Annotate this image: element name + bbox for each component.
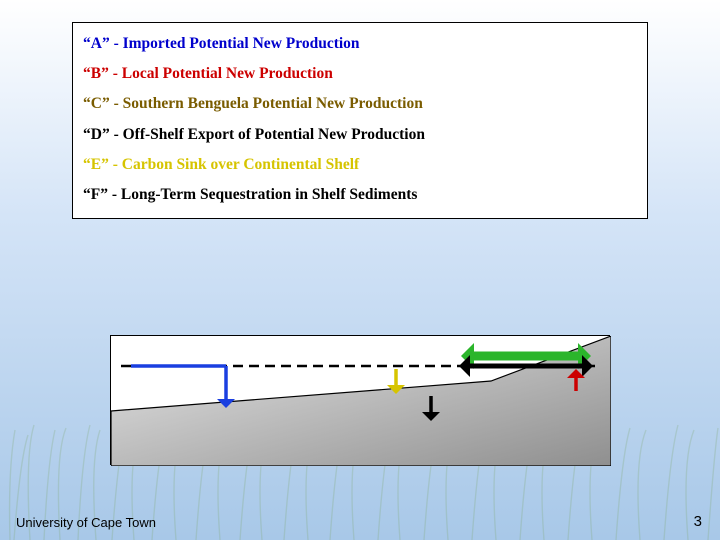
legend-item-d: “D” - Off-Shelf Export of Potential New … [83, 120, 637, 150]
shelf-diagram-svg [111, 336, 611, 466]
legend-item-b: “B” - Local Potential New Production [83, 59, 637, 89]
footer-affiliation: University of Cape Town [16, 515, 156, 530]
shelf-diagram [110, 335, 610, 465]
slide-number: 3 [694, 513, 702, 530]
legend-item-e: “E” - Carbon Sink over Continental Shelf [83, 150, 637, 180]
legend-item-a: “A” - Imported Potential New Production [83, 29, 637, 59]
legend-item-f: “F” - Long-Term Sequestration in Shelf S… [83, 180, 637, 210]
legend-box: “A” - Imported Potential New Production … [72, 22, 648, 219]
legend-item-c: “C” - Southern Benguela Potential New Pr… [83, 89, 637, 119]
